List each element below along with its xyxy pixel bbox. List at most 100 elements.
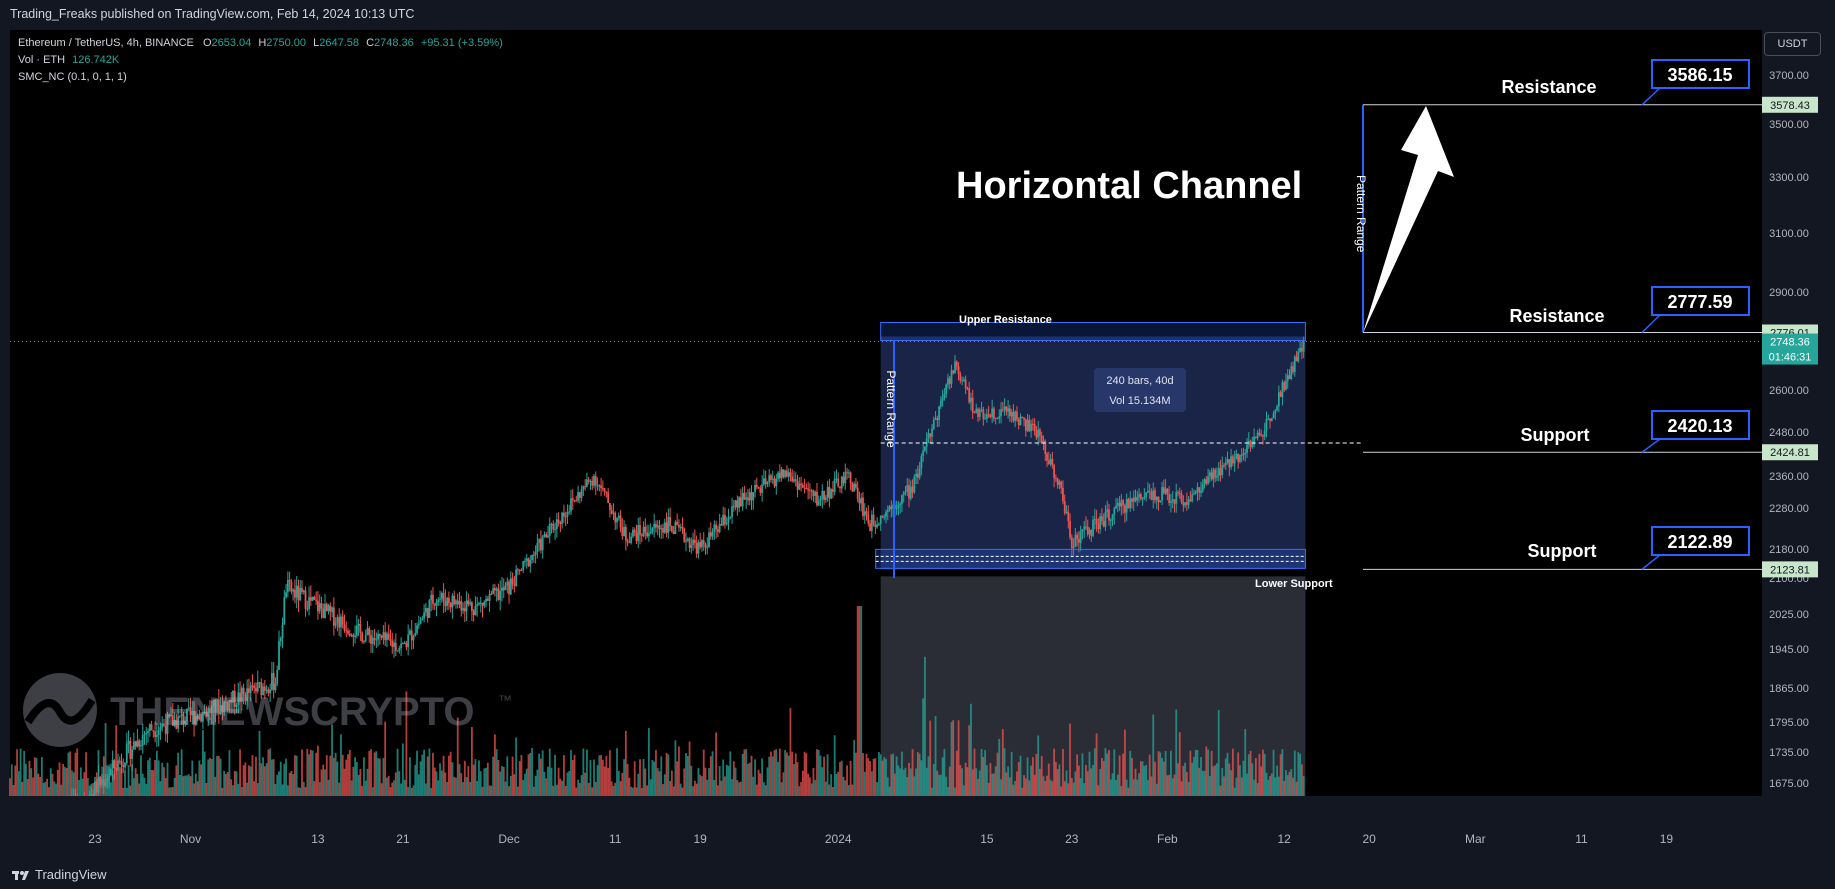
publish-info: Trading_Freaks published on TradingView.… <box>10 7 415 21</box>
candle-body <box>529 560 532 567</box>
volume-bar <box>628 777 631 796</box>
volume-bar <box>253 781 256 796</box>
candle-body <box>869 523 871 531</box>
volume-bar <box>662 784 664 796</box>
volume-bar <box>759 773 762 796</box>
volume-bar <box>359 769 362 796</box>
y-tick-label: 1945.00 <box>1769 644 1809 656</box>
candle-body <box>1069 520 1071 538</box>
candle-body <box>996 417 999 419</box>
candle-body <box>1191 494 1194 502</box>
candle-body <box>750 492 753 501</box>
callout-pointer <box>1641 87 1661 106</box>
volume-bar <box>1088 751 1091 796</box>
y-tick-label: 3300.00 <box>1769 172 1809 184</box>
volume-bar <box>161 762 164 796</box>
currency-button[interactable]: USDT <box>1764 32 1821 56</box>
volume-bar <box>178 774 181 796</box>
volume-bar <box>465 777 468 796</box>
volume-bar <box>1277 776 1280 796</box>
candle-body <box>798 483 801 490</box>
volume-bar <box>1226 752 1229 796</box>
candle-body <box>679 526 682 528</box>
level-callout <box>1651 526 1750 556</box>
volume-bar <box>1201 770 1204 796</box>
volume-bar <box>51 773 54 796</box>
indicator-label[interactable]: SMC_NC (0.1, 0, 1, 1) <box>18 71 127 83</box>
volume-bar <box>433 767 436 796</box>
candle-body <box>495 588 498 591</box>
candle-body <box>886 509 889 512</box>
tradingview-brand[interactable]: TradingView <box>12 867 107 882</box>
volume-bar <box>610 781 613 796</box>
candle-body <box>1249 440 1252 447</box>
volume-bar <box>580 775 583 796</box>
volume-bar <box>1129 750 1132 796</box>
candle-body <box>632 529 634 537</box>
volume-bar <box>789 708 792 796</box>
candle-body <box>743 493 746 500</box>
volume-bar <box>1138 773 1140 796</box>
volume-bar <box>660 756 663 796</box>
volume-bar <box>295 755 298 796</box>
volume-bar <box>389 787 392 796</box>
volume-bar <box>1256 783 1259 796</box>
volume-bar <box>1127 787 1130 796</box>
candle-body <box>1042 440 1045 443</box>
volume-bar <box>122 787 125 796</box>
volume-bar <box>685 753 687 796</box>
volume-bar <box>217 755 220 796</box>
volume-bar <box>564 785 567 796</box>
candle-body <box>810 490 813 492</box>
volume-bar <box>370 749 372 796</box>
volume-bar <box>824 781 827 796</box>
volume-bar <box>902 769 905 796</box>
candle-body <box>1210 472 1213 480</box>
volume-bar <box>478 760 480 796</box>
volume-bar <box>394 772 397 796</box>
candle-body <box>777 472 779 479</box>
candle-body <box>304 590 307 609</box>
candle-body <box>575 500 578 502</box>
candle-body <box>555 519 558 530</box>
volume-bar <box>488 785 491 796</box>
candle-body <box>586 479 588 487</box>
volume-bar <box>1265 772 1268 796</box>
candle-body <box>828 486 831 499</box>
callout-pointer <box>1641 314 1661 334</box>
candle-body <box>639 525 641 535</box>
candle-body <box>488 593 491 601</box>
candle-body <box>809 490 811 492</box>
candle-body <box>1285 381 1287 390</box>
volume-bar <box>23 750 26 796</box>
volume-bar <box>1270 773 1273 796</box>
candle-body <box>977 408 979 417</box>
candle-body <box>1000 409 1002 417</box>
candle-body <box>424 608 427 613</box>
candle-body <box>782 469 785 477</box>
candle-body <box>451 595 454 608</box>
volume-bar <box>517 786 519 796</box>
volume-bar <box>311 750 314 796</box>
volume-bar <box>1101 758 1103 796</box>
symbol-label[interactable]: Ethereum / TetherUS, 4h, BINANCE <box>18 37 194 49</box>
x-tick-label: Dec <box>498 832 519 846</box>
volume-bar <box>1237 752 1240 796</box>
candle-body <box>656 525 659 528</box>
volume-bar <box>632 787 634 796</box>
x-tick-label: Nov <box>180 832 201 846</box>
volume-label[interactable]: Vol · ETH <box>18 54 66 66</box>
candle-body <box>637 525 640 542</box>
volume-bar <box>892 753 894 796</box>
candle-body <box>589 481 592 483</box>
volume-bar <box>1244 729 1247 796</box>
volume-bar <box>207 759 210 796</box>
candle-body <box>1101 516 1103 521</box>
candle-body <box>952 370 955 374</box>
volume-bar <box>196 781 199 796</box>
candle-body <box>1039 429 1041 436</box>
candle-body <box>653 523 656 529</box>
candle-body <box>1102 520 1105 527</box>
candle-body <box>486 598 489 601</box>
